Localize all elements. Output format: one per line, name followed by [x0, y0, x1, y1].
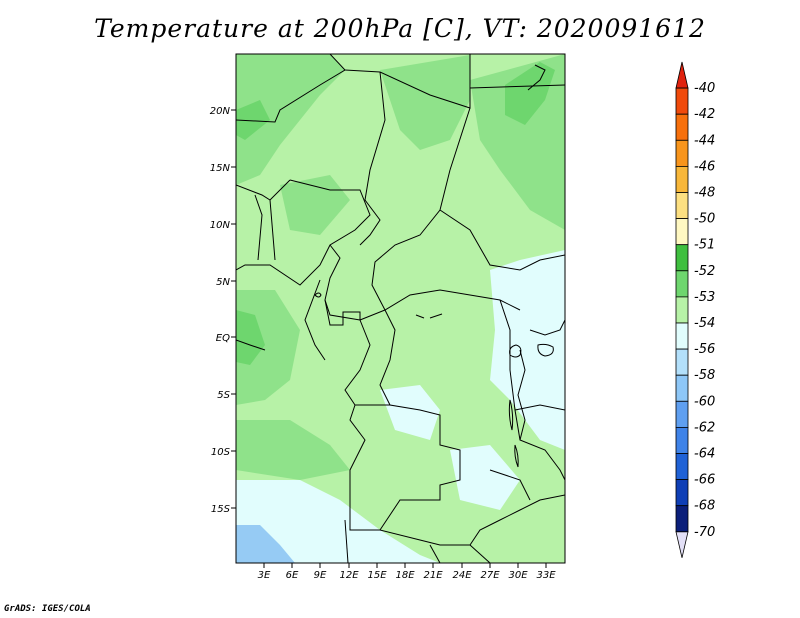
lon-label: 30E: [508, 570, 528, 581]
colorbar-label: -70: [694, 525, 715, 540]
colorbar-label: -51: [694, 238, 715, 253]
colorbar-top-arrow: [675, 61, 689, 89]
stronger-warm-regions: [236, 62, 555, 365]
lon-label: 3E: [258, 570, 271, 581]
coldest-region: [236, 525, 295, 563]
colorbar-label: -46: [694, 159, 715, 174]
colorbar-segment: [675, 400, 689, 428]
map-plot-area: [236, 54, 565, 563]
colorbar-segment: [675, 218, 689, 246]
colorbar: -40 -42 -44 -46 -48 -50 -51 -52 -53 -54 -56 -58 -60 -…: [675, 61, 715, 558]
lon-label: 24E: [452, 570, 472, 581]
grads-credit: GrADS: IGES/COLA: [4, 604, 91, 614]
colorbar-label: -52: [694, 264, 715, 279]
colorbar-label: -56: [694, 342, 715, 357]
colorbar-label: -64: [694, 447, 715, 462]
lon-label: 6E: [286, 570, 299, 581]
colorbar-label: -68: [694, 499, 715, 514]
colorbar-segment: [675, 192, 689, 220]
lon-label: 27E: [480, 570, 500, 581]
lat-label: 15S: [211, 504, 231, 515]
lon-label: 18E: [395, 570, 415, 581]
colorbar-label: -58: [694, 368, 715, 383]
lat-label: 5S: [217, 390, 230, 401]
colorbar-label: -60: [694, 394, 715, 409]
colorbar-segment: [675, 296, 689, 324]
colorbar-segment: [675, 374, 689, 402]
lon-label: 21E: [423, 570, 443, 581]
colorbar-segment: [675, 453, 689, 481]
colorbar-segment: [675, 348, 689, 376]
lon-tick-marks: [263, 563, 547, 568]
colorbar-label: -53: [694, 290, 715, 305]
colorbar-segment: [675, 505, 689, 533]
lat-label: EQ: [216, 333, 230, 344]
lat-label: 15N: [210, 163, 231, 174]
lon-label: 33E: [536, 570, 556, 581]
colorbar-bottom-arrow: [675, 531, 689, 558]
lat-tick-marks: [231, 109, 236, 509]
colorbar-segment: [675, 322, 689, 350]
colorbar-label: -42: [694, 107, 715, 122]
lat-label: 10N: [210, 220, 231, 231]
colorbar-label: -40: [694, 81, 715, 96]
lat-label: 5N: [216, 277, 230, 288]
colorbar-segment: [675, 87, 689, 115]
lat-tick-labels: 20N 15N 10N 5N EQ 5S 10S 15S: [210, 106, 231, 515]
lat-label: 10S: [211, 447, 231, 458]
lon-tick-labels: 3E 6E 9E 12E 15E 18E 21E 24E 27E 30E 33E: [258, 570, 557, 581]
colorbar-label: -44: [694, 133, 715, 148]
map-frame: [235, 53, 566, 564]
colorbar-segment: [675, 165, 689, 193]
lon-label: 15E: [367, 570, 387, 581]
cool-contour-regions: [236, 250, 565, 563]
colorbar-segment: [675, 139, 689, 167]
map-title: Temperature at 200hPa [C], VT: 202009161…: [94, 14, 706, 43]
country-borders: [236, 54, 565, 563]
lakes: [314, 292, 554, 468]
colorbar-label: -54: [694, 316, 715, 331]
colorbar-label: -48: [694, 186, 715, 201]
lat-label: 20N: [210, 106, 231, 117]
colorbar-segment: [675, 426, 689, 454]
colorbar-label: -62: [694, 420, 715, 435]
colorbar-segment: [675, 113, 689, 141]
lon-label: 9E: [314, 570, 327, 581]
colorbar-segment: [675, 270, 689, 298]
colorbar-segment: [675, 244, 689, 272]
colorbar-segment: [675, 479, 689, 507]
colorbar-label: -66: [694, 473, 715, 488]
lon-label: 12E: [339, 570, 359, 581]
colorbar-label: -50: [694, 212, 715, 227]
